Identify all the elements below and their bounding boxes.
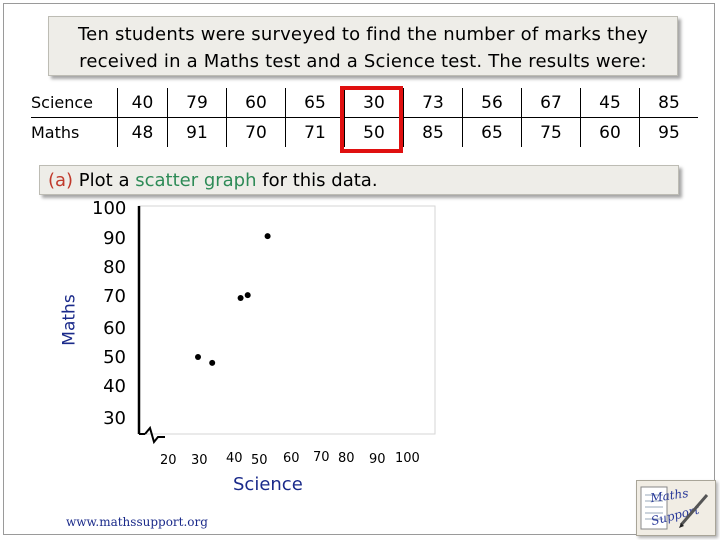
table-cell: 73: [403, 88, 463, 118]
table-cell: 60: [580, 117, 640, 147]
row-label: Maths: [31, 123, 80, 142]
intro-line-1: Ten students were surveyed to find the n…: [78, 24, 648, 45]
data-point-5: [264, 233, 271, 240]
table-cell: 85: [403, 117, 463, 147]
y-tick-label: 40: [103, 376, 126, 397]
x-tick-label: 50: [251, 453, 268, 468]
y-tick-label: 70: [103, 286, 126, 307]
table-cell: 75: [521, 117, 581, 147]
table-cell: 45: [580, 88, 640, 118]
question-text-before: Plot a: [73, 170, 136, 191]
table-cell: 60: [226, 88, 286, 118]
logo-text-maths: Maths: [648, 486, 689, 505]
table-cell: 67: [521, 88, 581, 118]
y-tick-label: 60: [103, 318, 126, 339]
table-cell: 65: [285, 88, 345, 118]
table-cell: 95: [639, 117, 698, 147]
intro-line-2: received in a Maths test and a Science t…: [79, 51, 647, 72]
y-tick-label: 50: [103, 347, 126, 368]
axis-break-mark: [144, 425, 165, 445]
x-tick-label: 90: [369, 452, 386, 467]
plot-area-border: [138, 205, 436, 435]
question-accent: scatter graph: [135, 170, 257, 191]
x-tick-label: 80: [338, 451, 355, 466]
table-cell: 79: [167, 88, 227, 118]
data-point-1: [195, 354, 201, 360]
table-cell: 50: [344, 117, 404, 147]
table-cell: 48: [117, 117, 168, 147]
y-tick-label: 90: [103, 228, 126, 249]
table-cell: 30: [344, 88, 404, 118]
x-tick-label: 100: [395, 451, 420, 466]
pen-icon: [679, 494, 709, 526]
table-cell: 85: [639, 88, 698, 118]
y-tick-label: 30: [103, 408, 126, 429]
logo-graphic: Maths Support: [640, 486, 709, 530]
table-cell: 70: [226, 117, 286, 147]
x-tick-label: 60: [283, 451, 300, 466]
row-label: Science: [31, 88, 118, 118]
table-cell: 40: [117, 88, 168, 118]
table-cell: 91: [167, 117, 227, 147]
highlight-box: [340, 86, 403, 153]
table-cell: 71: [285, 117, 345, 147]
x-tick-label: 20: [160, 453, 177, 468]
table-row-science: Science 40 79 60 65 30 73 56 67 45 85: [31, 88, 698, 118]
x-axis-label: Science: [233, 474, 303, 495]
y-tick-label: 100: [92, 198, 127, 219]
question-text-after: for this data.: [256, 170, 378, 191]
x-tick-label: 40: [226, 451, 243, 466]
website-text[interactable]: www.mathssupport.org: [66, 515, 208, 529]
results-table: Science 40 79 60 65 30 73 56 67 45 85 Ma…: [31, 88, 698, 147]
y-tick-label: 80: [103, 257, 126, 278]
table-row-maths: Maths 48 91 70 71 50 85 65 75 60 95: [31, 117, 698, 147]
question-part-label: (a): [48, 170, 74, 191]
table-cell: 56: [462, 88, 522, 118]
maths-support-logo: Maths Support: [636, 480, 716, 536]
question-box: (a) Plot a scatter graph for this data.: [39, 165, 679, 195]
data-points: [195, 233, 271, 366]
x-tick-label: 70: [313, 450, 330, 465]
logo-paper: [640, 486, 668, 530]
data-point-3: [237, 295, 244, 301]
data-point-4: [244, 292, 251, 299]
x-tick-label: 30: [191, 453, 208, 468]
table-cell: 65: [462, 117, 522, 147]
data-point-2: [209, 359, 216, 366]
intro-text-box: Ten students were surveyed to find the n…: [48, 16, 678, 76]
